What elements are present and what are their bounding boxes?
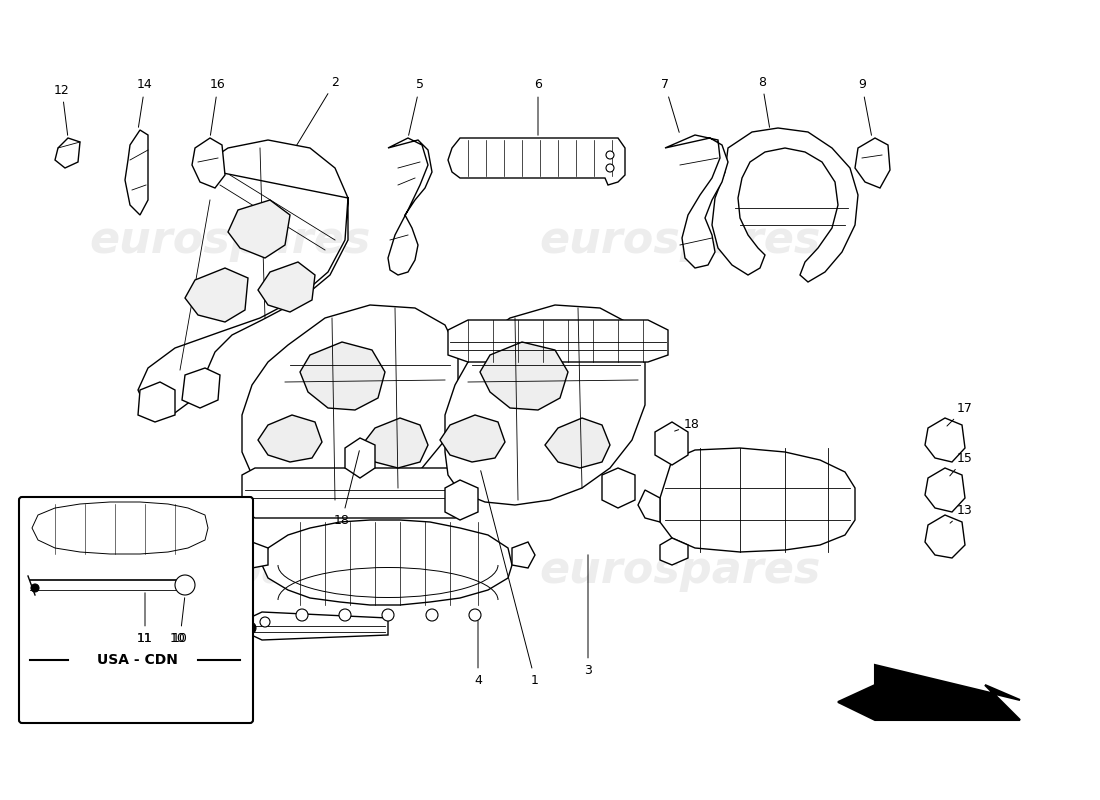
Polygon shape xyxy=(192,138,226,188)
Text: 3: 3 xyxy=(584,554,592,677)
Text: 8: 8 xyxy=(758,75,770,127)
Text: 12: 12 xyxy=(54,83,70,135)
Text: 16: 16 xyxy=(210,78,225,135)
Polygon shape xyxy=(712,128,858,282)
Polygon shape xyxy=(138,140,348,415)
Text: 1: 1 xyxy=(481,470,539,686)
Polygon shape xyxy=(300,342,385,410)
Text: eurospares: eurospares xyxy=(89,549,371,591)
Polygon shape xyxy=(258,415,322,462)
Polygon shape xyxy=(138,382,175,422)
Polygon shape xyxy=(448,320,668,362)
Circle shape xyxy=(339,609,351,621)
Polygon shape xyxy=(925,515,965,558)
Polygon shape xyxy=(638,490,660,522)
FancyBboxPatch shape xyxy=(19,497,253,723)
Circle shape xyxy=(606,164,614,172)
Polygon shape xyxy=(660,448,855,552)
Polygon shape xyxy=(660,538,688,565)
Text: eurospares: eurospares xyxy=(89,218,371,262)
Polygon shape xyxy=(55,138,80,168)
Polygon shape xyxy=(602,468,635,508)
Text: 4: 4 xyxy=(474,621,482,686)
Polygon shape xyxy=(258,262,315,312)
Circle shape xyxy=(426,609,438,621)
Circle shape xyxy=(244,622,256,634)
Text: 2: 2 xyxy=(296,75,339,146)
Circle shape xyxy=(260,617,270,627)
Text: eurospares: eurospares xyxy=(539,549,821,591)
Text: 10: 10 xyxy=(172,598,188,645)
Text: 6: 6 xyxy=(535,78,542,135)
Polygon shape xyxy=(440,415,505,462)
Text: 5: 5 xyxy=(408,78,424,135)
Text: 7: 7 xyxy=(661,78,679,132)
Text: 11: 11 xyxy=(138,631,153,645)
Polygon shape xyxy=(228,200,290,258)
Polygon shape xyxy=(262,520,512,605)
Text: 18: 18 xyxy=(334,450,360,526)
Polygon shape xyxy=(388,138,432,275)
Text: 9: 9 xyxy=(858,78,871,135)
Polygon shape xyxy=(446,305,645,505)
Polygon shape xyxy=(125,130,148,215)
Text: USA - CDN: USA - CDN xyxy=(97,653,177,667)
Polygon shape xyxy=(242,305,458,505)
Polygon shape xyxy=(654,422,688,465)
Polygon shape xyxy=(855,138,890,188)
Circle shape xyxy=(296,609,308,621)
Polygon shape xyxy=(544,418,610,468)
Polygon shape xyxy=(925,468,965,512)
Polygon shape xyxy=(182,368,220,408)
Text: 10: 10 xyxy=(170,631,186,645)
Circle shape xyxy=(175,575,195,595)
Polygon shape xyxy=(925,418,965,462)
Circle shape xyxy=(382,609,394,621)
Polygon shape xyxy=(245,542,268,568)
Polygon shape xyxy=(446,480,478,520)
Circle shape xyxy=(606,151,614,159)
Polygon shape xyxy=(838,665,1020,720)
Polygon shape xyxy=(185,268,248,322)
Polygon shape xyxy=(362,418,428,468)
Polygon shape xyxy=(32,502,208,554)
Polygon shape xyxy=(245,612,388,640)
Circle shape xyxy=(469,609,481,621)
Polygon shape xyxy=(666,135,728,268)
Polygon shape xyxy=(480,342,568,410)
Text: 11: 11 xyxy=(138,593,153,645)
Polygon shape xyxy=(345,438,375,478)
Text: eurospares: eurospares xyxy=(539,218,821,262)
Circle shape xyxy=(31,584,38,592)
Text: 13: 13 xyxy=(950,503,972,523)
Text: 17: 17 xyxy=(947,402,972,426)
Polygon shape xyxy=(512,542,535,568)
Polygon shape xyxy=(448,138,625,185)
Polygon shape xyxy=(242,468,468,518)
Text: 18: 18 xyxy=(674,418,700,431)
Text: 14: 14 xyxy=(138,78,153,127)
Text: 15: 15 xyxy=(949,451,972,476)
